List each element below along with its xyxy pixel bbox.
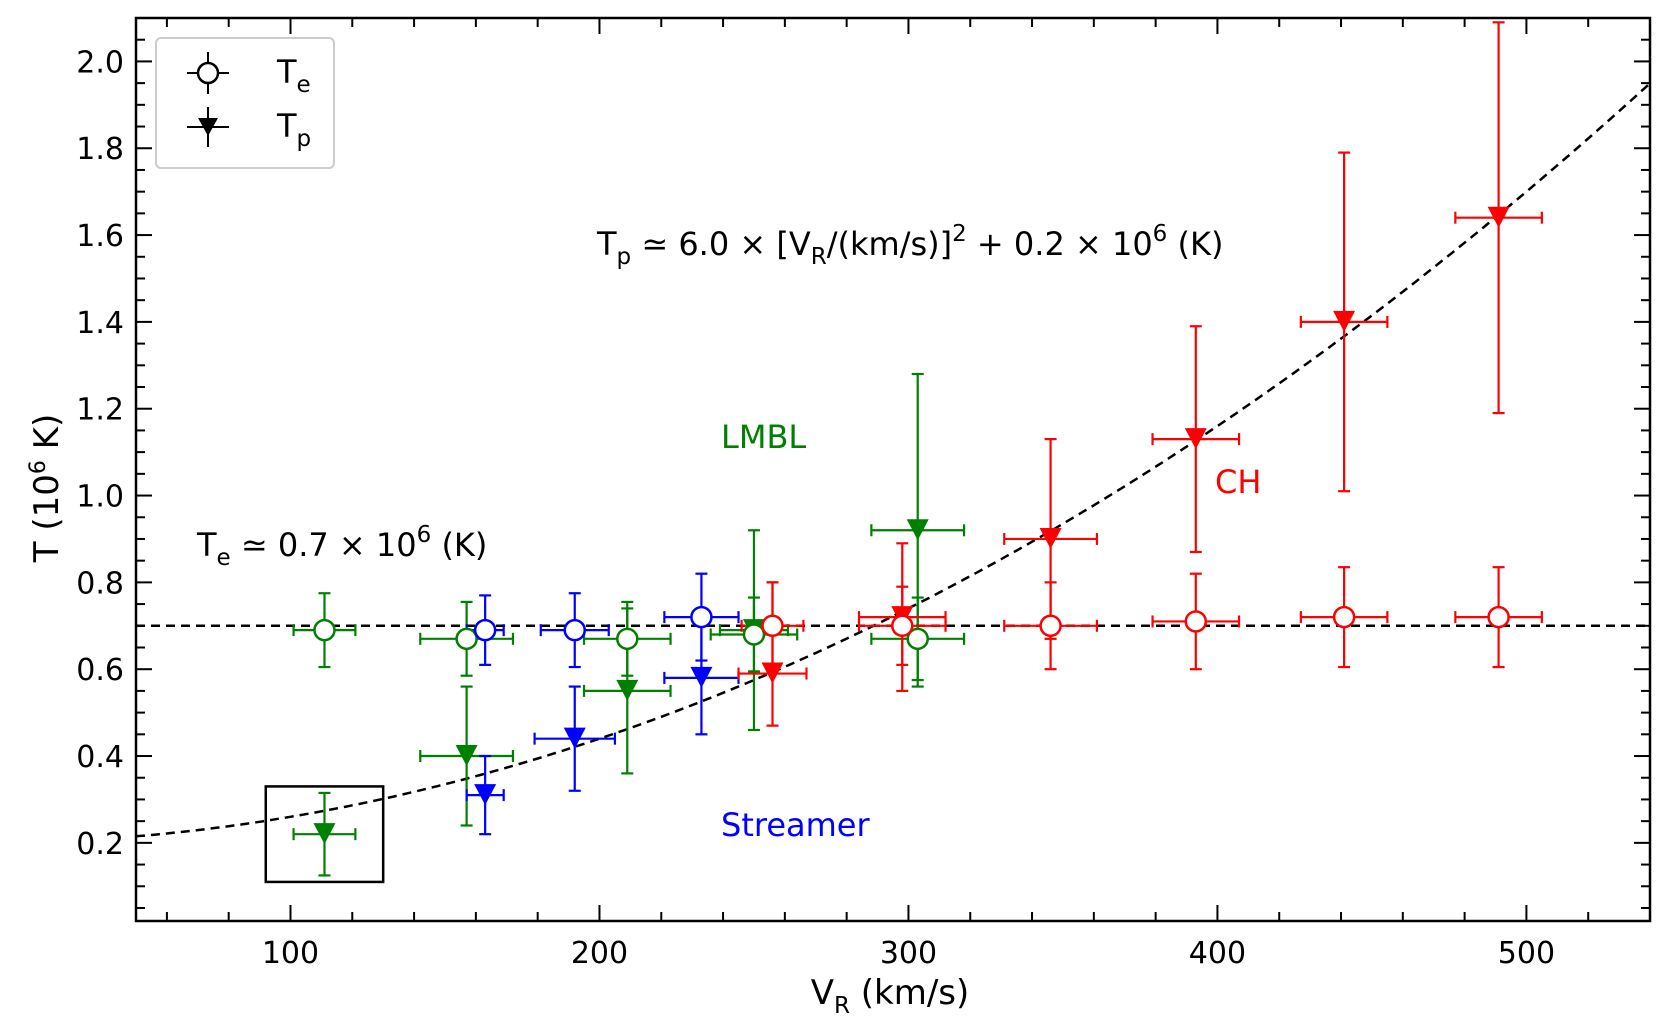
y-axis-title: T (106 K) xyxy=(26,414,67,563)
plot-frame xyxy=(134,16,1652,923)
y-tick-label: 0.2 xyxy=(76,827,124,862)
te-point-ch xyxy=(1487,605,1510,629)
te-point-ch xyxy=(1039,614,1062,638)
tp-point-streamer xyxy=(474,784,497,806)
tp-point-streamer xyxy=(690,666,713,688)
region-label-streamer: Streamer xyxy=(721,806,870,844)
te-point-streamer xyxy=(690,605,713,629)
te-point-lmbl xyxy=(616,627,639,651)
tp-point-lmbl xyxy=(906,519,929,541)
x-tick-label: 400 xyxy=(1189,936,1246,971)
te-point-streamer xyxy=(563,618,587,642)
tp-fit-equation: Tp ≃ 6.0 × [VR/(km/s)]2 + 0.2 × 106 (K) xyxy=(596,221,1223,270)
tp-point-lmbl xyxy=(313,823,336,845)
y-tick-label: 0.6 xyxy=(76,653,124,688)
x-tick-label: 500 xyxy=(1498,936,1555,971)
tp-point-ch xyxy=(1487,206,1510,228)
legend: Te Tp xyxy=(155,37,335,169)
tp-point-lmbl xyxy=(455,745,478,767)
te-point-streamer xyxy=(473,618,497,642)
legend-tp-label: Tp xyxy=(276,107,311,152)
y-tick-label: 1.2 xyxy=(76,393,124,428)
x-tick-label: 300 xyxy=(880,936,937,971)
te-point-lmbl xyxy=(455,627,478,651)
legend-te-label: Te xyxy=(276,53,311,98)
tp-fit-curve xyxy=(136,82,1650,838)
y-tick-label: 1.0 xyxy=(76,480,124,515)
legend-entry-tp: Tp xyxy=(187,107,311,152)
te-point-lmbl xyxy=(906,627,929,651)
y-tick-label: 1.8 xyxy=(76,132,124,167)
x-tick-label: 200 xyxy=(571,936,628,971)
x-axis-title: VR (km/s) xyxy=(811,973,970,1019)
te-point-lmbl xyxy=(742,623,766,646)
y-tick-label: 2.0 xyxy=(76,45,124,80)
te-fit-equation: Te ≃ 0.7 × 106 (K) xyxy=(196,522,487,571)
highlight-box xyxy=(264,785,385,884)
te-point-ch xyxy=(1332,605,1356,629)
y-tick-label: 1.4 xyxy=(76,306,124,341)
tp-point-ch xyxy=(1039,527,1062,549)
y-tick-label: 0.8 xyxy=(76,566,124,601)
region-label-lmbl: LMBL xyxy=(721,418,806,456)
legend-te-marker xyxy=(196,61,220,85)
tp-point-ch xyxy=(1333,310,1356,332)
y-tick-label: 1.6 xyxy=(76,219,124,254)
plot-layer: 100 200 300 400 500 0.2 0.4 0.6 0.8 1.0 1.2 1.4 1.6 1… xyxy=(76,16,1652,971)
x-axis-title-rest: (km/s) xyxy=(850,973,969,1013)
te-point-ch xyxy=(761,614,784,638)
tp-point-streamer xyxy=(563,727,586,749)
legend-entry-te: Te xyxy=(187,52,311,98)
x-axis-title-sub: R xyxy=(834,993,850,1019)
tp-point-ch xyxy=(1184,428,1207,450)
x-axis-title-main: V xyxy=(811,973,834,1013)
legend-tp-marker xyxy=(198,118,218,136)
x-tick-label: 100 xyxy=(262,936,319,971)
te-point-ch xyxy=(1184,610,1208,633)
te-point-lmbl xyxy=(313,618,336,642)
tp-point-lmbl xyxy=(616,679,639,701)
te-point-ch xyxy=(891,614,914,638)
tp-point-ch xyxy=(761,662,784,684)
region-label-ch: CH xyxy=(1215,463,1261,501)
y-tick-label: 0.4 xyxy=(76,740,124,775)
